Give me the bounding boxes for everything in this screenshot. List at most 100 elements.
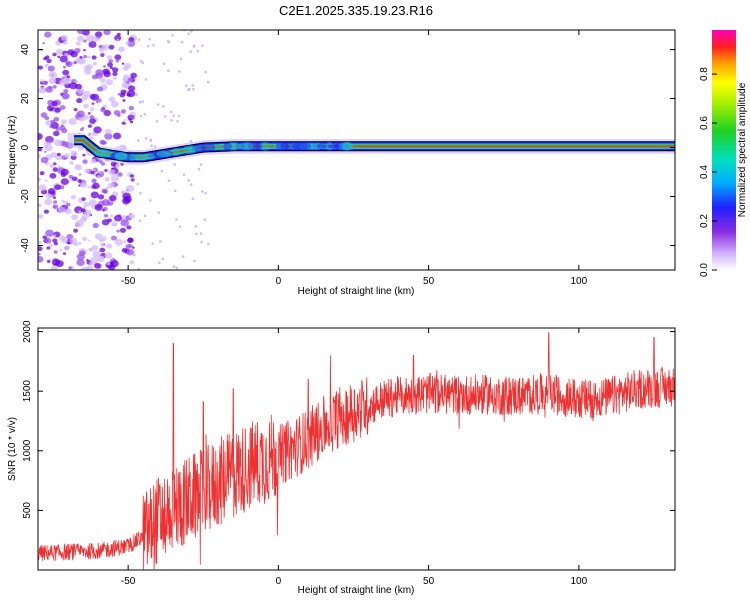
snr-x-ticks: -50 0 50 100 bbox=[121, 328, 588, 587]
noise-blob bbox=[103, 65, 107, 68]
snr-x-axis-label: Height of straight line (km) bbox=[298, 585, 415, 596]
noise-blob bbox=[108, 44, 115, 50]
noise-blob bbox=[76, 30, 85, 35]
noise-blob bbox=[143, 214, 147, 218]
signal-lump bbox=[191, 144, 206, 153]
signal-band-core bbox=[74, 139, 675, 159]
noise-blob bbox=[113, 110, 121, 116]
snr-x-tick-label: 0 bbox=[276, 576, 282, 587]
noise-blob bbox=[158, 261, 161, 264]
noise-blob bbox=[107, 182, 115, 189]
colorbar-ticks: 0.0 0.2 0.4 0.6 0.8 bbox=[699, 67, 717, 277]
noise-blob bbox=[61, 199, 65, 203]
noise-blob bbox=[129, 213, 136, 219]
signal-lump bbox=[109, 151, 123, 159]
noise-blob bbox=[47, 85, 53, 90]
noise-blob bbox=[47, 65, 55, 72]
snr-x-tick-label: -50 bbox=[121, 576, 136, 587]
signal-lump bbox=[158, 151, 173, 157]
noise-blob bbox=[97, 194, 105, 200]
noise-blob bbox=[89, 261, 94, 266]
noise-blob bbox=[200, 240, 203, 244]
noise-blob bbox=[77, 57, 86, 65]
noise-blob bbox=[101, 188, 108, 194]
noise-blob bbox=[96, 86, 104, 92]
signal-lump bbox=[334, 142, 351, 151]
noise-blob bbox=[52, 234, 57, 237]
signal-lump bbox=[273, 143, 288, 150]
noise-blob bbox=[73, 60, 78, 64]
signal-lump bbox=[306, 142, 318, 150]
spectrogram-x-tick-label: -50 bbox=[121, 276, 136, 287]
noise-blob bbox=[88, 247, 92, 251]
noise-blob bbox=[92, 222, 99, 229]
noise-blob bbox=[105, 79, 114, 86]
signal-lump bbox=[317, 142, 331, 151]
noise-blob bbox=[87, 186, 91, 189]
noise-blob bbox=[62, 252, 67, 256]
noise-blob bbox=[128, 105, 135, 111]
noise-blob bbox=[139, 114, 143, 118]
noise-blob bbox=[106, 261, 111, 266]
noise-blob bbox=[109, 194, 117, 202]
signal-lump bbox=[275, 141, 289, 151]
signal-lump bbox=[312, 142, 322, 150]
noise-blob bbox=[127, 40, 136, 47]
noise-blob bbox=[131, 246, 135, 249]
signal-lump bbox=[163, 149, 171, 158]
colorbar-label: Normalized spectral amplitude bbox=[737, 82, 748, 217]
signal-lump bbox=[240, 141, 254, 151]
noise-blob bbox=[89, 118, 96, 124]
noise-blob bbox=[76, 258, 85, 266]
snr-frame bbox=[37, 327, 676, 571]
noise-blob bbox=[192, 45, 196, 48]
noise-blob bbox=[189, 183, 193, 186]
noise-blob bbox=[53, 206, 56, 209]
signal-lump bbox=[97, 149, 112, 158]
noise-blob bbox=[44, 237, 52, 244]
signal-lump bbox=[172, 147, 181, 157]
noise-blob bbox=[55, 48, 64, 55]
noise-blob bbox=[70, 194, 77, 200]
signal-lump bbox=[292, 141, 308, 151]
noise-blob bbox=[204, 70, 207, 74]
noise-blob bbox=[53, 196, 57, 199]
noise-blob bbox=[163, 115, 167, 118]
noise-blob bbox=[117, 92, 121, 96]
noise-blob bbox=[63, 206, 67, 209]
noise-blob bbox=[42, 87, 46, 91]
noise-blob bbox=[182, 173, 186, 176]
noise-blob bbox=[64, 153, 70, 159]
noise-blob bbox=[136, 182, 140, 186]
spectrogram-x-tick-label: 100 bbox=[571, 276, 588, 287]
noise-blob bbox=[78, 173, 82, 176]
noise-blob bbox=[120, 109, 126, 114]
signal-lump bbox=[183, 145, 197, 155]
noise-blob bbox=[92, 182, 100, 189]
signal-lump bbox=[156, 150, 166, 158]
signal-lump bbox=[155, 150, 172, 158]
noise-blob bbox=[44, 31, 52, 38]
noise-blob bbox=[49, 107, 53, 111]
signal-lump bbox=[241, 143, 256, 150]
noise-blob bbox=[44, 179, 48, 182]
signal-lump bbox=[285, 142, 295, 150]
noise-blob bbox=[107, 62, 113, 68]
noise-blob bbox=[40, 79, 44, 82]
signal-lump bbox=[338, 144, 347, 149]
noise-blob bbox=[121, 62, 125, 65]
noise-blob bbox=[90, 191, 99, 199]
noise-blob bbox=[78, 184, 81, 187]
noise-blob bbox=[60, 178, 69, 186]
snr-panel: -50 0 50 100 500 1000 1500 2000 Height of stra… bbox=[7, 320, 676, 596]
noise-blob bbox=[63, 40, 68, 45]
spectrogram-y-tick-label: -20 bbox=[20, 189, 31, 204]
noise-blob bbox=[123, 118, 127, 122]
spectrogram-x-tick-label: 0 bbox=[276, 276, 282, 287]
noise-blob bbox=[72, 176, 78, 182]
signal-lump bbox=[342, 141, 354, 151]
noise-blob bbox=[48, 71, 58, 79]
signal-lump bbox=[289, 143, 297, 150]
noise-blob bbox=[87, 124, 92, 128]
noise-blob bbox=[52, 238, 58, 243]
